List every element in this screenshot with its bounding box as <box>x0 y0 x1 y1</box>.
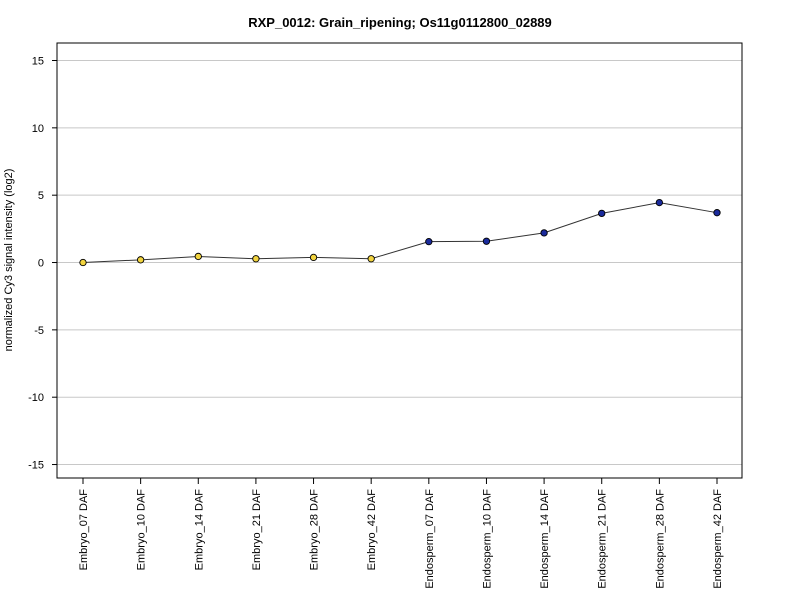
x-tick-label: Embryo_14 DAF <box>193 489 205 571</box>
data-point <box>482 237 491 245</box>
y-axis: -15 -10 -5 0 5 10 15 <box>28 56 57 472</box>
x-tick-label: Endosperm_42 DAF <box>712 489 724 589</box>
x-tick-label: Endosperm_07 DAF <box>424 489 436 589</box>
data-point <box>713 209 721 217</box>
y-tick-label: 5 <box>38 190 44 202</box>
data-point <box>367 255 375 263</box>
x-tick-label: Embryo_21 DAF <box>251 489 263 571</box>
x-tick-label: Embryo_07 DAF <box>78 489 90 571</box>
x-tick-label: Embryo_28 DAF <box>309 489 321 571</box>
y-tick-label: -10 <box>28 392 44 404</box>
y-tick-label: 0 <box>38 258 44 270</box>
data-point <box>425 237 433 246</box>
y-tick-label: 15 <box>32 56 44 68</box>
y-tick-label: -5 <box>34 325 44 337</box>
data-point <box>194 252 202 261</box>
data-point <box>79 258 87 267</box>
data-point <box>136 256 145 264</box>
series-layer <box>79 198 721 267</box>
data-point <box>655 198 664 207</box>
gridlines <box>57 60 742 466</box>
x-axis: Embryo_07 DAF Embryo_10 DAF Embryo_14 DAF E… <box>78 478 724 589</box>
x-tick-label: Endosperm_28 DAF <box>654 489 666 589</box>
y-tick-label: -15 <box>28 460 44 472</box>
y-axis-label: normalized Cy3 signal intensity (log2) <box>3 169 15 352</box>
chart-title: RXP_0012: Grain_ripening; Os11g0112800_0… <box>248 15 552 30</box>
x-tick-label: Endosperm_14 DAF <box>539 489 551 589</box>
plot-frame <box>56 42 743 479</box>
series-line <box>82 202 718 264</box>
data-point <box>252 255 260 263</box>
data-point <box>540 229 548 237</box>
x-tick-label: Endosperm_21 DAF <box>597 489 609 589</box>
data-point <box>598 209 606 218</box>
x-tick-label: Embryo_42 DAF <box>366 489 378 571</box>
data-point <box>309 253 318 262</box>
y-tick-label: 10 <box>32 123 44 135</box>
x-tick-label: Embryo_10 DAF <box>136 489 148 571</box>
x-tick-label: Endosperm_10 DAF <box>481 489 493 589</box>
